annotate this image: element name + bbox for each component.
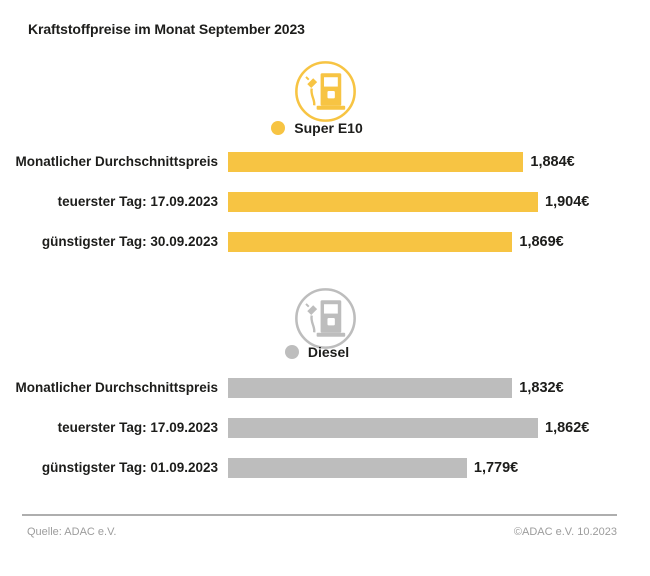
chart-title: Kraftstoffpreise im Monat September 2023 <box>28 21 305 37</box>
bar-diesel-min <box>228 458 467 478</box>
bar-value: 1,884€ <box>530 154 575 170</box>
bar-diesel-max <box>228 418 538 438</box>
super-e10-section-icon <box>0 60 650 123</box>
bar-label: teuerster Tag: 17.09.2023 <box>57 194 218 209</box>
footer-divider <box>22 514 617 516</box>
bar-super-max <box>228 192 538 212</box>
super-e10-legend: Super E10 <box>0 120 642 136</box>
bar-label: teuerster Tag: 17.09.2023 <box>57 420 218 435</box>
bar-super-min <box>228 232 513 252</box>
super-e10-legend-dot <box>271 121 286 135</box>
bar-value: 1,904€ <box>545 194 590 210</box>
bar-label: Monatlicher Durchschnittspreis <box>15 380 218 395</box>
bar-label: günstigster Tag: 01.09.2023 <box>41 460 218 475</box>
diesel-section-icon <box>0 287 650 350</box>
diesel-legend-label: Diesel <box>307 344 350 360</box>
bar-value: 1,869€ <box>519 234 564 250</box>
super-e10-legend-label: Super E10 <box>294 120 363 136</box>
footer-copyright: ©ADAC e.V. 10.2023 <box>513 526 617 538</box>
bar-value: 1,779€ <box>473 460 519 476</box>
bar-row-super-max: teuerster Tag: 17.09.2023 1,904€ <box>0 192 650 212</box>
bar-row-diesel-min: günstigster Tag: 01.09.2023 1,779€ <box>0 458 650 478</box>
bar-row-super-min: günstigster Tag: 30.09.2023 1,869€ <box>0 232 650 252</box>
bar-diesel-average <box>228 378 513 398</box>
fuel-pump-icon <box>294 287 357 350</box>
bar-value: 1,832€ <box>519 380 564 396</box>
bar-row-super-average: Monatlicher Durchschnittspreis 1,884€ <box>0 152 650 172</box>
bar-label: günstigster Tag: 30.09.2023 <box>41 234 218 249</box>
bar-row-diesel-max: teuerster Tag: 17.09.2023 1,862€ <box>0 418 650 438</box>
fuel-pump-icon <box>294 60 357 123</box>
diesel-legend: Diesel <box>0 344 642 360</box>
bar-value: 1,862€ <box>545 420 590 436</box>
footer-source: Quelle: ADAC e.V. <box>27 526 117 538</box>
bar-label: Monatlicher Durchschnittspreis <box>15 154 218 169</box>
bar-super-average <box>228 152 524 172</box>
bar-row-diesel-average: Monatlicher Durchschnittspreis 1,832€ <box>0 378 650 398</box>
diesel-legend-dot <box>284 345 299 359</box>
